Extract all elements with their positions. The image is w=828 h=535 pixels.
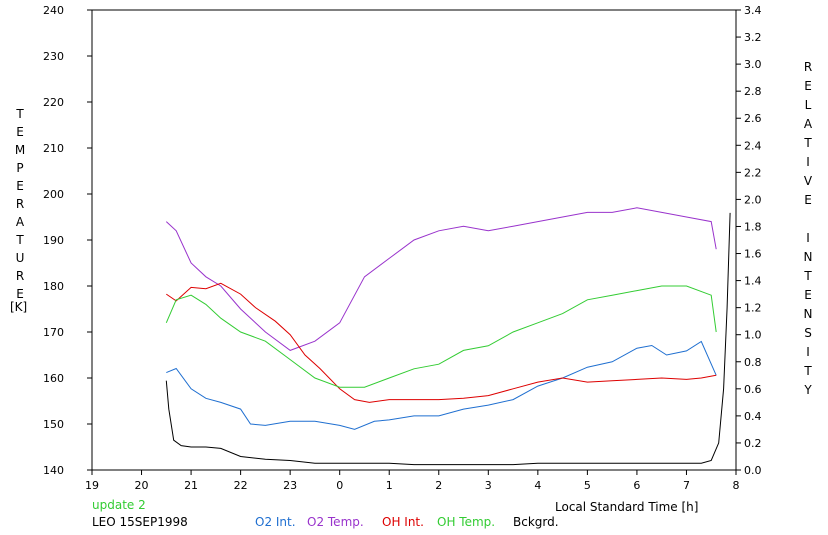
right-tick-label: 0.6 [744, 383, 762, 396]
x-axis: 19 20 21 22 23 0 1 2 3 4 5 6 7 8 [85, 470, 740, 492]
left-tick-label: 170 [43, 326, 64, 339]
legend-item: Bckgrd. [513, 515, 559, 529]
right-tick-label: 1.2 [744, 302, 762, 315]
right-tick-label: 3.0 [744, 58, 762, 71]
status-text: update 2 [92, 498, 146, 512]
x-tick-label: 1 [386, 479, 393, 492]
legend-item: O2 Int. [255, 515, 296, 529]
x-tick-label: 5 [584, 479, 591, 492]
x-tick-label: 19 [85, 479, 99, 492]
x-tick-label: 7 [683, 479, 690, 492]
left-tick-label: 210 [43, 142, 64, 155]
series-line-oh-temp [165, 285, 717, 388]
legend-item: OH Temp. [437, 515, 496, 529]
left-tick-label: 200 [43, 188, 64, 201]
station-date: LEO 15SEP1998 [92, 515, 188, 529]
x-tick-label: 4 [534, 479, 541, 492]
series-line-o2-temp [165, 207, 717, 351]
x-tick-label: 22 [234, 479, 248, 492]
series-line-bckgrd [165, 212, 731, 466]
right-tick-label: 0.8 [744, 356, 762, 369]
legend-item: O2 Temp. [307, 515, 364, 529]
left-tick-label: 140 [43, 464, 64, 477]
x-tick-label: 3 [485, 479, 492, 492]
x-axis-label: Local Standard Time [h] [555, 500, 699, 514]
series-line-o2-int [166, 340, 717, 430]
right-tick-label: 3.2 [744, 31, 762, 44]
left-tick-label: 190 [43, 234, 64, 247]
x-tick-label: 6 [633, 479, 640, 492]
right-axis: 0.0 0.2 0.4 0.6 0.8 1.0 1.2 1.4 1.6 1.8 2.0 2.2 2.4 2… [736, 4, 762, 477]
right-tick-label: 2.8 [744, 85, 762, 98]
left-tick-label: 220 [43, 96, 64, 109]
legend-item: OH Int. [382, 515, 424, 529]
left-axis-unit: [K] [10, 300, 28, 314]
left-tick-label: 240 [43, 4, 64, 17]
right-tick-label: 1.0 [744, 329, 762, 342]
x-tick-label: 8 [733, 479, 740, 492]
x-tick-label: 2 [435, 479, 442, 492]
left-tick-label: 180 [43, 280, 64, 293]
left-tick-label: 150 [43, 418, 64, 431]
right-tick-label: 2.2 [744, 166, 762, 179]
right-tick-label: 1.8 [744, 220, 762, 233]
right-tick-label: 2.4 [744, 139, 762, 152]
left-axis: 140 150 160 170 180 190 200 210 220 230 240 [43, 4, 92, 477]
right-tick-label: 0.0 [744, 464, 762, 477]
right-tick-label: 0.2 [744, 437, 762, 450]
right-tick-label: 1.4 [744, 275, 762, 288]
left-tick-label: 160 [43, 372, 64, 385]
right-tick-label: 1.6 [744, 248, 762, 261]
right-tick-label: 0.4 [744, 410, 762, 423]
right-tick-label: 2.0 [744, 193, 762, 206]
x-tick-label: 20 [135, 479, 149, 492]
series-line-oh-int [166, 282, 717, 403]
series-layer [165, 207, 731, 466]
x-tick-label: 21 [184, 479, 198, 492]
x-tick-label: 23 [283, 479, 297, 492]
right-tick-label: 2.6 [744, 112, 762, 125]
left-tick-label: 230 [43, 50, 64, 63]
x-tick-label: 0 [336, 479, 343, 492]
right-tick-label: 3.4 [744, 4, 762, 17]
